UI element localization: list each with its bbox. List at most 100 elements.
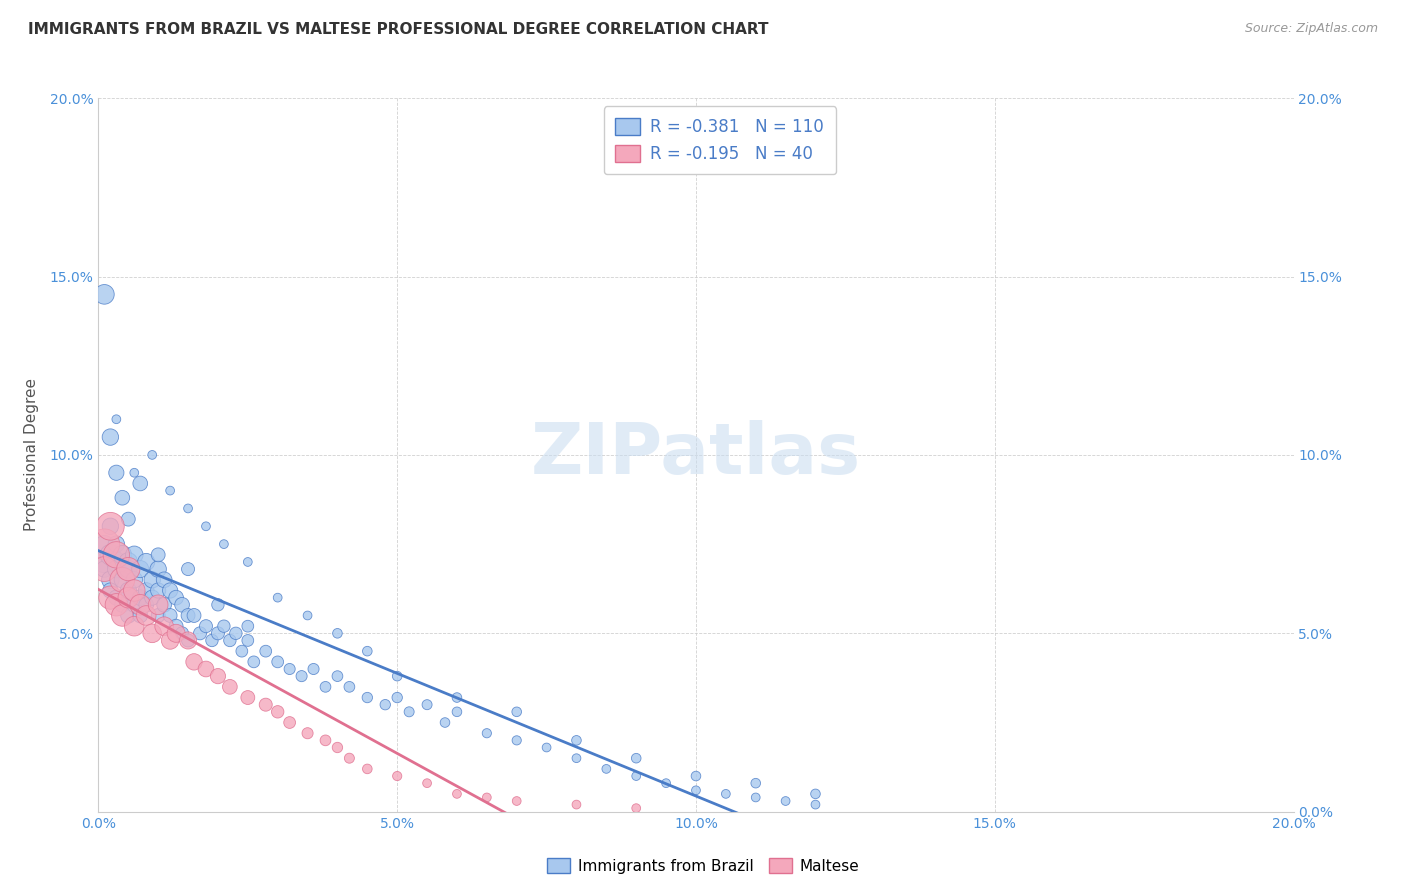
Point — [356, 762, 378, 776]
Point — [135, 608, 157, 623]
Point — [93, 562, 115, 576]
Point — [177, 501, 200, 516]
Point — [100, 519, 122, 533]
Point — [254, 698, 277, 712]
Point — [231, 644, 253, 658]
Point — [111, 598, 134, 612]
Point — [172, 598, 194, 612]
Point — [148, 583, 170, 598]
Point — [100, 548, 122, 562]
Point — [129, 598, 152, 612]
Point — [129, 562, 152, 576]
Point — [93, 555, 115, 569]
Point — [745, 776, 768, 790]
Point — [236, 619, 259, 633]
Point — [267, 655, 290, 669]
Point — [416, 776, 439, 790]
Point — [117, 583, 139, 598]
Point — [124, 548, 146, 562]
Point — [117, 562, 139, 576]
Point — [93, 537, 115, 551]
Point — [105, 562, 128, 576]
Point — [302, 662, 325, 676]
Point — [565, 797, 588, 812]
Legend: R = -0.381   N = 110, R = -0.195   N = 40: R = -0.381 N = 110, R = -0.195 N = 40 — [603, 106, 837, 175]
Point — [111, 491, 134, 505]
Point — [177, 633, 200, 648]
Point — [297, 726, 319, 740]
Point — [385, 669, 409, 683]
Point — [129, 476, 152, 491]
Point — [236, 555, 259, 569]
Point — [148, 598, 170, 612]
Point — [626, 751, 648, 765]
Point — [626, 769, 648, 783]
Point — [177, 633, 200, 648]
Point — [254, 644, 277, 658]
Y-axis label: Professional Degree: Professional Degree — [24, 378, 38, 532]
Point — [685, 783, 707, 797]
Point — [141, 573, 163, 587]
Point — [745, 790, 768, 805]
Point — [475, 790, 498, 805]
Point — [165, 591, 187, 605]
Point — [159, 608, 181, 623]
Point — [434, 715, 457, 730]
Point — [236, 690, 259, 705]
Point — [356, 690, 378, 705]
Point — [124, 619, 146, 633]
Point — [165, 619, 187, 633]
Point — [148, 608, 170, 623]
Point — [177, 608, 200, 623]
Point — [129, 608, 152, 623]
Point — [93, 562, 115, 576]
Point — [141, 626, 163, 640]
Point — [100, 591, 122, 605]
Point — [93, 537, 115, 551]
Point — [212, 537, 235, 551]
Point — [267, 591, 290, 605]
Point — [565, 733, 588, 747]
Point — [153, 598, 176, 612]
Point — [207, 669, 229, 683]
Point — [141, 591, 163, 605]
Point — [195, 519, 218, 533]
Point — [356, 644, 378, 658]
Point — [195, 662, 218, 676]
Point — [775, 794, 797, 808]
Point — [105, 598, 128, 612]
Point — [339, 680, 360, 694]
Point — [153, 573, 176, 587]
Point — [124, 466, 146, 480]
Point — [446, 787, 468, 801]
Point — [124, 598, 146, 612]
Text: IMMIGRANTS FROM BRAZIL VS MALTESE PROFESSIONAL DEGREE CORRELATION CHART: IMMIGRANTS FROM BRAZIL VS MALTESE PROFES… — [28, 22, 769, 37]
Point — [105, 466, 128, 480]
Point — [188, 626, 211, 640]
Point — [105, 537, 128, 551]
Point — [105, 548, 128, 562]
Text: ZIPatlas: ZIPatlas — [531, 420, 860, 490]
Point — [100, 573, 122, 587]
Point — [183, 608, 205, 623]
Point — [374, 698, 396, 712]
Point — [475, 726, 498, 740]
Point — [278, 662, 301, 676]
Point — [236, 633, 259, 648]
Point — [685, 769, 707, 783]
Point — [141, 448, 163, 462]
Point — [385, 769, 409, 783]
Point — [148, 548, 170, 562]
Point — [117, 562, 139, 576]
Point — [93, 287, 115, 301]
Text: Source: ZipAtlas.com: Source: ZipAtlas.com — [1244, 22, 1378, 36]
Point — [207, 598, 229, 612]
Point — [111, 548, 134, 562]
Point — [117, 608, 139, 623]
Point — [111, 573, 134, 587]
Point — [212, 619, 235, 633]
Point — [315, 680, 337, 694]
Point — [159, 583, 181, 598]
Point — [326, 740, 349, 755]
Point — [183, 655, 205, 669]
